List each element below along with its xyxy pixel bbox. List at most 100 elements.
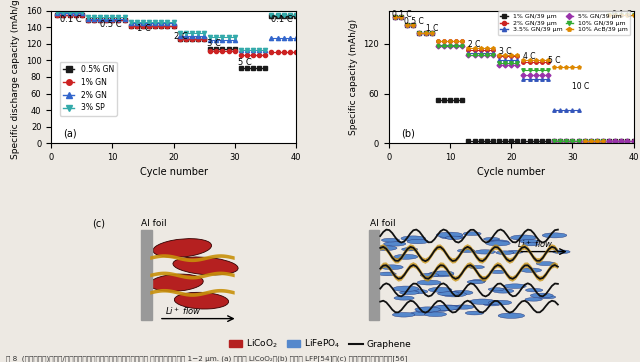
Text: 1 C: 1 C — [137, 24, 150, 33]
Ellipse shape — [174, 292, 228, 309]
Circle shape — [416, 309, 435, 313]
Circle shape — [433, 305, 458, 311]
Ellipse shape — [150, 274, 204, 291]
Text: 3 C: 3 C — [499, 47, 511, 56]
Circle shape — [490, 270, 506, 274]
Circle shape — [536, 262, 556, 266]
Circle shape — [380, 265, 403, 270]
PathPatch shape — [380, 262, 558, 282]
Circle shape — [488, 300, 511, 305]
Circle shape — [467, 280, 485, 284]
Circle shape — [453, 305, 474, 309]
Circle shape — [431, 271, 454, 276]
Circle shape — [465, 311, 484, 315]
Text: (b): (b) — [401, 129, 415, 139]
Circle shape — [520, 268, 541, 273]
Circle shape — [381, 238, 399, 242]
Circle shape — [504, 284, 526, 289]
Circle shape — [407, 239, 429, 244]
Circle shape — [438, 291, 459, 296]
Circle shape — [542, 233, 567, 238]
Circle shape — [440, 234, 463, 239]
Text: Li$^+$ flow: Li$^+$ flow — [164, 305, 201, 317]
Text: 2 C: 2 C — [173, 32, 188, 41]
Text: Al foil: Al foil — [141, 219, 167, 228]
Circle shape — [493, 289, 514, 293]
Legend: 1% GN/39 μm, 2% GN/39 μm, 3.5% GN/39 μm, 5% GN/39 μm, 10% GN/39 μm, 10% AcB/39 μ: 1% GN/39 μm, 2% GN/39 μm, 3.5% GN/39 μm,… — [498, 11, 630, 35]
Text: (c): (c) — [92, 219, 105, 228]
Circle shape — [525, 298, 542, 301]
Circle shape — [451, 290, 473, 295]
Circle shape — [420, 273, 439, 277]
Circle shape — [417, 280, 441, 285]
Text: Al foil: Al foil — [371, 219, 396, 228]
Circle shape — [428, 287, 452, 292]
Circle shape — [401, 236, 426, 241]
PathPatch shape — [380, 244, 558, 264]
Legend: 0.5% GN, 1% GN, 2% GN, 3% SP: 0.5% GN, 1% GN, 2% GN, 3% SP — [60, 62, 117, 115]
X-axis label: Cycle number: Cycle number — [477, 167, 545, 177]
Text: 0.1 C: 0.1 C — [60, 14, 82, 24]
Text: 0.5 C: 0.5 C — [404, 17, 424, 26]
Ellipse shape — [153, 239, 212, 257]
Text: 2 C: 2 C — [468, 40, 481, 49]
Text: 5 C: 5 C — [238, 58, 252, 67]
Y-axis label: Specific capacity (mAh/g): Specific capacity (mAh/g) — [349, 19, 358, 135]
Circle shape — [468, 265, 484, 269]
Circle shape — [445, 236, 462, 240]
Circle shape — [520, 239, 539, 243]
Text: 0.1 C: 0.1 C — [392, 10, 412, 20]
Y-axis label: Specific discharge capacity (mAh/g): Specific discharge capacity (mAh/g) — [11, 0, 20, 159]
Circle shape — [458, 249, 475, 253]
Circle shape — [394, 296, 414, 300]
Circle shape — [524, 243, 539, 246]
Bar — [369, 230, 379, 320]
Circle shape — [402, 248, 418, 251]
Circle shape — [552, 250, 570, 254]
Text: 0.1 C: 0.1 C — [271, 14, 293, 24]
Circle shape — [415, 307, 440, 312]
Circle shape — [496, 251, 514, 254]
Circle shape — [374, 246, 397, 251]
X-axis label: Cycle number: Cycle number — [140, 167, 207, 177]
PathPatch shape — [150, 289, 235, 297]
PathPatch shape — [150, 272, 235, 279]
Circle shape — [436, 232, 463, 237]
Circle shape — [442, 292, 467, 297]
Text: 10 C: 10 C — [572, 81, 589, 90]
Text: 3 C: 3 C — [207, 39, 221, 49]
Ellipse shape — [173, 257, 238, 275]
Text: 图 8  (网络版彩色)石墨烯/活性物质尺寸比对锂离子传输行为的影响， 所使用石墨烯尺寸 1−2 μm. (a) 轻小的 LiCoO₂；(b) 较大的 LFP[: 图 8 (网络版彩色)石墨烯/活性物质尺寸比对锂离子传输行为的影响， 所使用石墨… — [6, 355, 408, 362]
Circle shape — [392, 312, 415, 317]
Text: 0.1 C: 0.1 C — [612, 10, 632, 20]
Circle shape — [470, 279, 486, 283]
Circle shape — [525, 289, 543, 292]
Circle shape — [406, 289, 428, 294]
Text: 1 C: 1 C — [426, 24, 438, 33]
Circle shape — [469, 299, 495, 304]
Circle shape — [488, 240, 509, 244]
Circle shape — [383, 241, 406, 246]
Text: 5 C: 5 C — [548, 56, 561, 65]
Circle shape — [378, 272, 396, 276]
Text: 4 C: 4 C — [524, 52, 536, 61]
PathPatch shape — [150, 254, 235, 262]
Circle shape — [410, 312, 429, 316]
Circle shape — [428, 307, 451, 311]
Circle shape — [463, 232, 481, 236]
Bar — [141, 230, 152, 320]
Circle shape — [488, 288, 504, 291]
Circle shape — [475, 250, 495, 254]
Circle shape — [486, 241, 510, 246]
Legend: LiCoO$_2$, LiFePO$_4$, Graphene: LiCoO$_2$, LiFePO$_4$, Graphene — [225, 334, 415, 354]
Circle shape — [531, 293, 553, 298]
Circle shape — [399, 291, 419, 295]
Circle shape — [393, 286, 419, 291]
Text: 0.5 C: 0.5 C — [100, 20, 122, 29]
Circle shape — [511, 235, 536, 240]
Circle shape — [498, 313, 525, 319]
Circle shape — [485, 301, 501, 304]
Circle shape — [507, 250, 523, 253]
Circle shape — [483, 237, 500, 241]
Circle shape — [436, 305, 461, 310]
